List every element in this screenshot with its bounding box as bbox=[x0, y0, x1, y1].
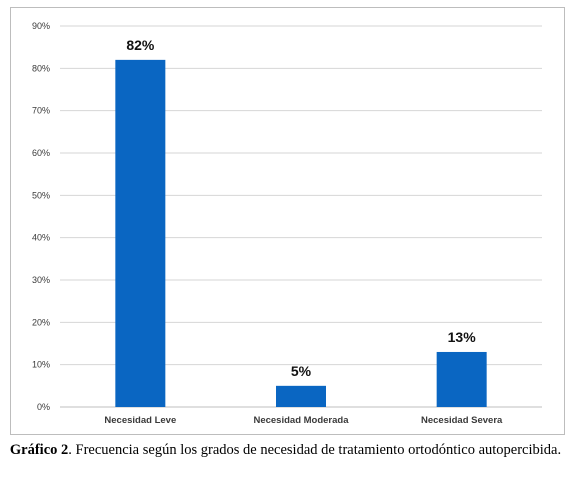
y-tick-label: 40% bbox=[32, 233, 50, 243]
x-tick-label: Necesidad Leve bbox=[104, 415, 176, 426]
bar-0 bbox=[115, 59, 166, 407]
y-tick-label: 50% bbox=[32, 190, 50, 200]
caption-label: Gráfico 2 bbox=[9, 442, 69, 458]
x-tick-label: Necesidad Moderada bbox=[253, 415, 349, 426]
data-label: 13% bbox=[448, 329, 477, 345]
y-tick-label: 80% bbox=[32, 63, 50, 73]
caption-text: . Frecuencia según los grados de necesid… bbox=[68, 442, 562, 458]
y-tick-label: 60% bbox=[32, 148, 50, 158]
y-tick-label: 90% bbox=[32, 21, 50, 31]
y-tick-label: 20% bbox=[32, 317, 50, 327]
chart-frame: 0% 10% 20% 30% 40% 50% 60% 70% 80% 90% 82% Necesida… bbox=[10, 7, 565, 435]
y-tick-label: 0% bbox=[37, 402, 50, 412]
data-label: 5% bbox=[291, 363, 312, 379]
x-tick-label: Necesidad Severa bbox=[421, 415, 503, 426]
y-tick-label: 30% bbox=[32, 275, 50, 285]
y-tick-label: 10% bbox=[32, 360, 50, 370]
figure-caption: Gráfico 2. Frecuencia según los grados d… bbox=[0, 441, 571, 459]
bar-1 bbox=[276, 385, 326, 407]
data-label: 82% bbox=[126, 37, 155, 53]
y-tick-label: 70% bbox=[32, 106, 50, 116]
bar-2 bbox=[436, 351, 487, 407]
bar-chart: 0% 10% 20% 30% 40% 50% 60% 70% 80% 90% 82% Necesida… bbox=[32, 21, 542, 426]
